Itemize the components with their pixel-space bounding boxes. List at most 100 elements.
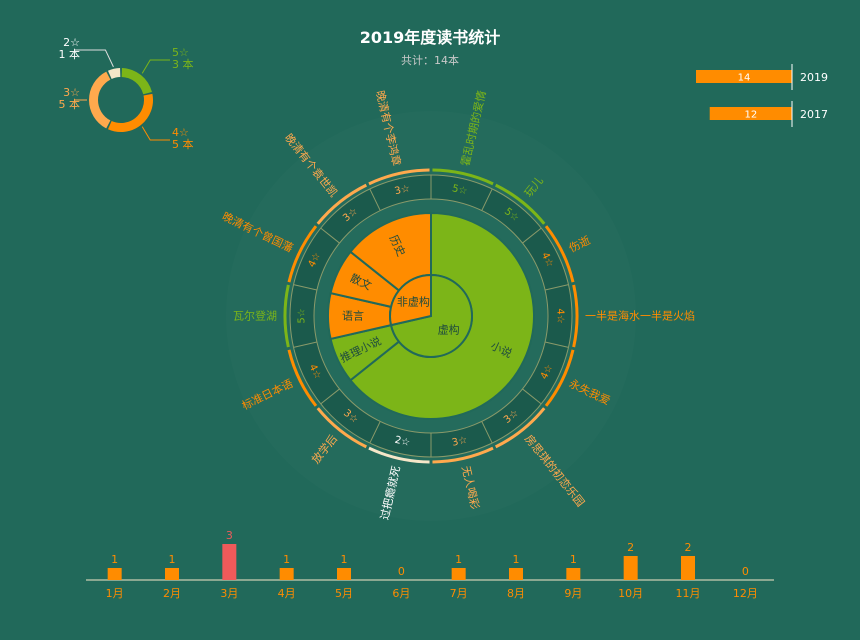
donut-rating-label: 5☆ xyxy=(172,46,189,59)
month-tick-label: 3月 xyxy=(220,587,238,600)
month-tick-label: 8月 xyxy=(507,587,525,600)
month-bar xyxy=(566,568,581,580)
year-bar-value: 12 xyxy=(744,110,757,121)
rating-rim-arc xyxy=(287,225,318,283)
month-bar-value: 3 xyxy=(226,529,233,542)
ring-separator xyxy=(544,284,569,291)
book-rating-label: 3☆ xyxy=(451,435,468,449)
ring-separator xyxy=(481,421,493,444)
book-rating-label: 5☆ xyxy=(297,308,308,323)
rating-rim-arc xyxy=(287,349,318,407)
month-bar xyxy=(165,568,179,580)
ring-separator xyxy=(544,341,569,348)
ring-separator xyxy=(369,188,381,211)
month-bar-value: 0 xyxy=(742,565,749,578)
donut-rating-label: 2☆ xyxy=(63,36,80,49)
month-bar-value: 1 xyxy=(455,553,462,566)
year-bar-value: 14 xyxy=(738,73,751,84)
donut-leader-line xyxy=(74,49,114,68)
donut-rating-label: 3☆ xyxy=(63,86,80,99)
month-bar-value: 1 xyxy=(283,553,290,566)
month-bar xyxy=(279,568,294,580)
year-label: 2017 xyxy=(800,108,828,121)
month-tick-label: 11月 xyxy=(676,587,701,600)
ring-separator xyxy=(320,388,340,405)
donut-count-label: 5 本 xyxy=(59,97,81,111)
book-rating-label: 4☆ xyxy=(555,308,566,323)
book-title-label: 一半是海水一半是火焰 xyxy=(585,309,695,323)
book-title-label: 瓦尔登湖 xyxy=(233,309,277,323)
month-tick-label: 7月 xyxy=(450,587,468,600)
month-bar-value: 1 xyxy=(341,553,348,566)
month-bar xyxy=(222,544,237,580)
month-bar xyxy=(107,568,122,580)
book-rating-label: 5☆ xyxy=(451,183,468,197)
subcategory-label: 语言 xyxy=(342,310,364,323)
donut-slice xyxy=(107,68,121,79)
rating-rim-arc xyxy=(316,407,368,449)
book-rating-label: 2☆ xyxy=(394,435,411,449)
ring-separator xyxy=(293,341,318,348)
ring-separator xyxy=(522,388,542,405)
month-bar xyxy=(451,568,466,580)
chart-subtitle: 共计：14本 xyxy=(401,54,459,67)
year-label: 2019 xyxy=(800,71,828,84)
year-bar xyxy=(709,107,792,120)
donut-slice xyxy=(107,93,153,133)
month-bar xyxy=(681,556,695,580)
ring-separator xyxy=(320,227,340,244)
month-tick-label: 9月 xyxy=(564,587,582,600)
rating-rim-arc xyxy=(432,446,494,464)
month-bar-value: 2 xyxy=(685,541,692,554)
month-tick-label: 4月 xyxy=(278,587,296,600)
rating-rim-arc xyxy=(368,168,430,186)
ring-separator xyxy=(481,188,493,211)
month-bar-value: 1 xyxy=(570,553,577,566)
month-bar-value: 2 xyxy=(627,541,634,554)
rating-rim-arc xyxy=(368,446,430,464)
month-bar-value: 1 xyxy=(513,553,520,566)
month-tick-label: 5月 xyxy=(335,587,353,600)
yearly-comparison: 14 2019 12 2017 xyxy=(696,64,828,127)
month-bar xyxy=(623,556,638,580)
rating-rim-arc xyxy=(316,183,368,225)
ring-separator xyxy=(293,284,318,291)
book-rating-label: 3☆ xyxy=(394,183,411,197)
month-tick-label: 1月 xyxy=(106,587,124,600)
category-label: 虚构 xyxy=(438,323,460,337)
ring-separator xyxy=(369,421,381,444)
month-bar-value: 0 xyxy=(398,565,405,578)
donut-leader-line xyxy=(141,126,170,141)
ring-separator xyxy=(522,227,542,244)
rating-rim-arc xyxy=(572,284,579,348)
rating-rim-arc xyxy=(544,225,575,283)
month-tick-label: 6月 xyxy=(392,587,410,600)
rating-rim-arc xyxy=(494,183,546,225)
rating-rim-arc xyxy=(544,349,575,407)
donut-count-label: 1 本 xyxy=(59,47,81,61)
month-bar xyxy=(509,568,523,580)
category-label: 非虚构 xyxy=(397,294,430,308)
month-bar xyxy=(337,568,351,580)
donut-leader-line xyxy=(141,59,170,74)
rating-rim-arc xyxy=(432,168,494,186)
rating-rim-arc xyxy=(283,284,290,348)
donut-rating-label: 4☆ xyxy=(172,126,189,139)
rating-rim-arc xyxy=(494,407,546,449)
month-tick-label: 2月 xyxy=(163,587,181,600)
year-bar xyxy=(696,70,792,83)
month-bar-value: 1 xyxy=(111,553,118,566)
month-tick-label: 12月 xyxy=(733,587,758,600)
donut-slice xyxy=(121,68,152,95)
category-slice xyxy=(389,273,432,327)
month-tick-label: 10月 xyxy=(618,587,643,600)
donut-count-label: 5 本 xyxy=(172,137,194,151)
donut-count-label: 3 本 xyxy=(172,57,194,71)
rating-donut: 5☆3 本4☆5 本3☆5 本2☆1 本 xyxy=(59,36,194,151)
month-bar-value: 1 xyxy=(169,553,176,566)
chart-title: 2019年度读书统计 xyxy=(359,28,501,47)
donut-slice xyxy=(88,71,111,129)
